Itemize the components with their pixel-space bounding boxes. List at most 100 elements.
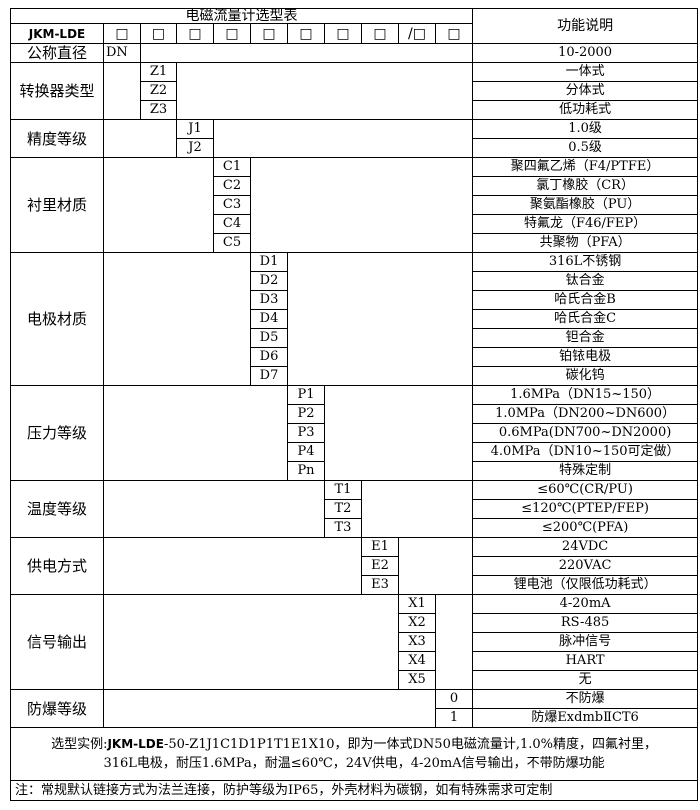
option-code: C1: [213, 157, 251, 177]
code-slot-box: □: [434, 23, 474, 44]
option-row: 供电方式 E1 24VDC: [10, 537, 699, 595]
option-row: P2 1.0MPa（DN200~DN600）: [11, 404, 699, 424]
option-description: 特殊定制: [472, 461, 699, 481]
selection-table: 电磁流量计选型表 功能说明 JKM-LDE □ □ □ □ □ □ □ □/□ □ 公称直径 DN…: [9, 8, 699, 801]
option-description: 分体式: [472, 81, 699, 101]
option-description: 低功耗式: [472, 100, 699, 120]
option-description: 共聚物（PFA）: [472, 233, 699, 253]
option-description: 1.0MPa（DN200~DN600）: [472, 404, 699, 424]
option-code: X2: [398, 613, 436, 633]
code-slot-box: □: [176, 23, 214, 44]
option-description: RS-485: [472, 613, 699, 633]
blank-cell: [212, 119, 474, 158]
option-description: 钽合金: [472, 328, 699, 348]
option-description: 24VDC: [472, 537, 699, 557]
blank-cell: [103, 537, 362, 595]
option-code: P2: [287, 404, 325, 424]
blank-cell: [175, 62, 474, 120]
blank-cell: [103, 252, 251, 386]
option-row: X3 脉冲信号: [11, 632, 699, 652]
option-description: 316L不锈钢: [472, 252, 699, 272]
option-code: J2: [176, 138, 214, 158]
option-description: 220VAC: [472, 556, 699, 576]
option-code: Z1: [140, 62, 177, 82]
table-title: 电磁流量计选型表: [9, 8, 474, 24]
option-code: T1: [324, 480, 362, 500]
option-description: 1.6MPa（DN15~150）: [472, 385, 699, 405]
group-label: 公称直径: [10, 43, 104, 63]
option-row: D2 钛合金: [11, 271, 699, 291]
option-description: 1.0级: [472, 119, 699, 139]
option-row: D5 钽合金: [11, 328, 699, 348]
option-row: 温度等级 T1 ≤60℃(CR/PU): [10, 480, 699, 538]
option-description: 一体式: [472, 62, 699, 82]
option-row: C3 聚氨酯橡胶（PU）: [11, 195, 699, 215]
option-code: P3: [287, 423, 325, 443]
group-label: 防爆等级: [10, 689, 104, 728]
option-code: X1: [398, 594, 436, 614]
blank-cell: [103, 385, 288, 481]
option-row: C5 共聚物（PFA）: [11, 233, 699, 253]
option-code: Z3: [140, 100, 177, 120]
blank-cell: [139, 43, 474, 63]
code-slot-box: /□: [398, 23, 436, 44]
group-label: 供电方式: [10, 537, 104, 595]
note-row: 注：常规默认链接方式为法兰连接，防护等级为IP65，外壳材料为碳钢，如有特殊需求…: [9, 780, 699, 801]
option-description: 哈氏合金B: [472, 290, 699, 310]
option-code: P1: [287, 385, 325, 405]
example-row: 选型实例:JKM-LDE-50-Z1J1C1D1P1T1E1X10，即为一体式D…: [9, 727, 699, 781]
option-description: 锂电池（仅限低功耗式）: [472, 575, 699, 595]
option-row: 衬里材质 C1 聚四氟乙烯（F4/PTFE）: [10, 157, 699, 253]
group-label: 衬里材质: [10, 157, 104, 253]
code-slot-box: □: [140, 23, 177, 44]
option-code: C3: [213, 195, 251, 215]
option-description: ≤120℃(PTEP/FEP): [472, 499, 699, 519]
code-slot-box: □: [361, 23, 399, 44]
option-description: 4-20mA: [472, 594, 699, 614]
code-slot-box: □: [103, 23, 141, 44]
example-text: -50-Z1J1C1D1P1T1E1X10，即为一体式DN50电磁流量计,1.0…: [163, 737, 657, 752]
option-row: J2 0.5级: [11, 138, 699, 158]
example-text: 选型实例:: [51, 737, 108, 752]
blank-cell: [323, 385, 474, 481]
option-code: X5: [398, 670, 436, 690]
group-label: 转换器类型: [10, 62, 104, 120]
option-row: X4 HART: [11, 651, 699, 671]
option-description: 铂铱电极: [472, 347, 699, 367]
option-code: T3: [324, 518, 362, 538]
option-row: Z2 分体式: [11, 81, 699, 101]
option-description: 聚四氟乙烯（F4/PTFE）: [472, 157, 699, 177]
code-slot-box: □: [250, 23, 288, 44]
note-text: 注：常规默认链接方式为法兰连接，防护等级为IP65，外壳材料为碳钢，如有特殊需求…: [9, 780, 699, 801]
option-code: T2: [324, 499, 362, 519]
option-code: D5: [250, 328, 288, 348]
blank-cell: [397, 537, 474, 595]
group-label: 信号输出: [10, 594, 104, 690]
model-code-row: JKM-LDE □ □ □ □ □ □ □ □/□ □: [10, 23, 698, 44]
option-row: 转换器类型 Z1 一体式: [10, 62, 699, 120]
selection-example: 选型实例:JKM-LDE-50-Z1J1C1D1P1T1E1X10，即为一体式D…: [9, 727, 699, 781]
option-row: 信号输出 X1 4-20mA: [10, 594, 699, 690]
option-description: ≤200℃(PFA): [472, 518, 699, 538]
option-description: 防爆ExdmbⅡCT6: [472, 708, 699, 728]
blank-cell: [286, 252, 474, 386]
option-description: 4.0MPa（DN10~150可定做）: [472, 442, 699, 462]
option-code: 1: [434, 708, 474, 728]
option-description: 脉冲信号: [472, 632, 699, 652]
option-code: C2: [213, 176, 251, 196]
option-description: 10-2000: [472, 43, 699, 63]
option-description: 特氟龙（F46/FEP）: [472, 214, 699, 234]
blank-cell: [103, 62, 141, 120]
blank-cell: [103, 594, 399, 690]
blank-cell: [360, 480, 474, 538]
option-row: X2 RS-485: [11, 613, 699, 633]
option-description: HART: [472, 651, 699, 671]
option-row: 电极材质 D1 316L不锈钢: [10, 252, 699, 386]
option-description: 氯丁橡胶（CR）: [472, 176, 699, 196]
option-description: ≤60℃(CR/PU): [472, 480, 699, 500]
code-slot-box: □: [324, 23, 362, 44]
option-code: E3: [361, 575, 399, 595]
option-description: 碳化钨: [472, 366, 699, 386]
option-code: C5: [213, 233, 251, 253]
option-code: C4: [213, 214, 251, 234]
